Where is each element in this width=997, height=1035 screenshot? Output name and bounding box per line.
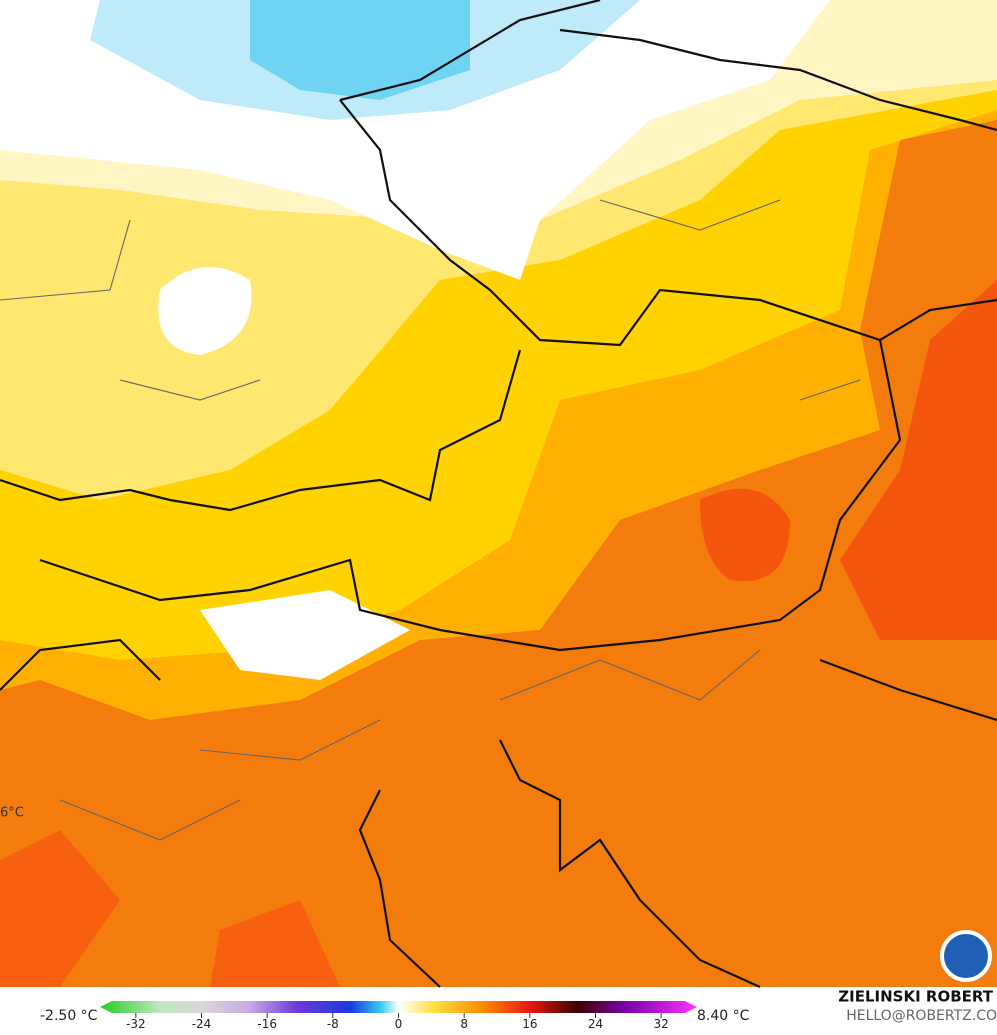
credit-email: HELLO@ROBERTZ.CO — [846, 1008, 997, 1024]
colorbar-tick-label: 0 — [395, 1017, 403, 1031]
country-border — [39, 339, 902, 652]
colorbar-tick-label: 32 — [654, 1017, 669, 1031]
colorbar-tick-label: 8 — [460, 1017, 468, 1031]
country-border — [339, 0, 997, 132]
regional-boundary — [0, 199, 861, 841]
colorbar — [100, 1001, 697, 1013]
noaa-logo — [940, 930, 992, 982]
colorbar-tick-label: -16 — [257, 1017, 277, 1031]
credit-name: ZIELINSKI ROBERT — [838, 988, 993, 1006]
red-orange-zone — [840, 280, 997, 640]
white-patch — [158, 267, 252, 355]
map: 6°C — [0, 0, 997, 989]
blue-zone — [250, 0, 470, 100]
max-label: 8.40 °C — [697, 1008, 750, 1024]
colorbar-tick-label: -8 — [327, 1017, 339, 1031]
red-orange-patch — [0, 830, 340, 987]
red-orange-patch — [700, 488, 790, 582]
map-label: 6°C — [0, 806, 24, 821]
min-label: -2.50 °C — [40, 1008, 98, 1024]
coastline — [358, 739, 761, 989]
colorbar-tick-label: 24 — [588, 1017, 603, 1031]
colorbar-tick-label: -32 — [126, 1017, 146, 1031]
country-border — [339, 99, 997, 347]
colorbar-tick-label: 16 — [522, 1017, 537, 1031]
country-border — [0, 638, 997, 722]
legend: -2.50 °C 8.40 °C ZIELINSKI ROBERT HELLO@… — [40, 988, 997, 1032]
country-border — [0, 349, 522, 512]
colorbar-tick-label: -24 — [192, 1017, 212, 1031]
white-patch — [200, 590, 410, 680]
